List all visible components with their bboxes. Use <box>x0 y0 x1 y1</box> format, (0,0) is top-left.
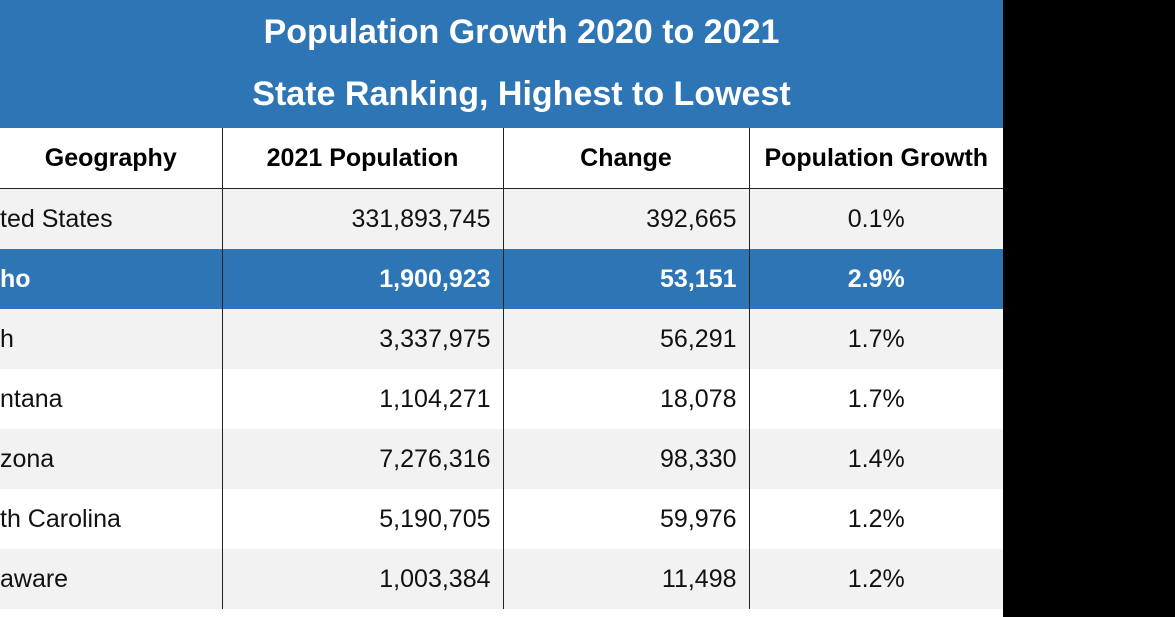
table-cell: 53,151 <box>503 249 750 309</box>
table-cell: 1.2% <box>847 504 905 533</box>
table-cell: aware <box>0 549 223 609</box>
column-header: Change <box>503 128 750 189</box>
table-cell: ted States <box>0 188 223 249</box>
table-cell: h <box>0 309 223 369</box>
table-row: th Carolina 5,190,705 59,976 1.2% <box>0 489 1003 549</box>
table-cell: 7,276,316 <box>222 429 504 489</box>
column-header: 2021 Population <box>222 128 504 189</box>
table-row: aware 1,003,384 11,498 1.2% <box>0 549 1003 609</box>
table-cell: 1,104,271 <box>222 369 504 429</box>
table-cell: 59,976 <box>503 489 750 549</box>
table-cell: 331,893,745 <box>222 188 504 249</box>
table-cell: 2.9% <box>847 264 905 293</box>
column-header: Geography <box>0 128 223 189</box>
table-cell: 1,003,384 <box>222 549 504 609</box>
header-row: Geography 2021 Population Change Population… <box>0 128 1003 189</box>
table-cell: 1.2% <box>847 564 905 593</box>
table-cell: 18,078 <box>503 369 750 429</box>
table-cell: 5,190,705 <box>222 489 504 549</box>
table-row: zona 7,276,316 98,330 1.4% <box>0 429 1003 489</box>
table-cell: ho <box>0 249 223 309</box>
title-banner: Population Growth 2020 to 2021 State Ran… <box>0 0 1003 128</box>
table-row: ho 1,900,923 53,151 2.9% <box>0 249 1003 309</box>
table-row: ted States 331,893,745 392,665 0.1% <box>0 188 1003 249</box>
table-cell: 56,291 <box>503 309 750 369</box>
table-cell: 1,900,923 <box>222 249 504 309</box>
table-cell: 3,337,975 <box>222 309 504 369</box>
table-cell: 0.1% <box>847 204 905 233</box>
table-cell: 98,330 <box>503 429 750 489</box>
table-cell: 1.4% <box>847 444 905 473</box>
sheet: Population Growth 2020 to 2021 State Ran… <box>0 0 1003 617</box>
table-cell: th Carolina <box>0 489 223 549</box>
title: Population Growth 2020 to 2021 <box>263 13 780 51</box>
subtitle: State Ranking, Highest to Lowest <box>252 75 791 113</box>
table-row: h 3,337,975 56,291 1.7% <box>0 309 1003 369</box>
table-body: ted States 331,893,745 392,665 0.1% ho 1,900,… <box>0 188 1003 609</box>
table-cell: 11,498 <box>503 549 750 609</box>
table-cell: zona <box>0 429 223 489</box>
table-cell: 1.7% <box>847 384 905 413</box>
table-cell: 1.7% <box>847 324 905 353</box>
table-cell: 392,665 <box>503 188 750 249</box>
table-cell: ntana <box>0 369 223 429</box>
ranking-table: Geography 2021 Population Change Population… <box>0 128 1003 609</box>
table-row: ntana 1,104,271 18,078 1.7% <box>0 369 1003 429</box>
column-header: Population Growth <box>749 128 1003 189</box>
